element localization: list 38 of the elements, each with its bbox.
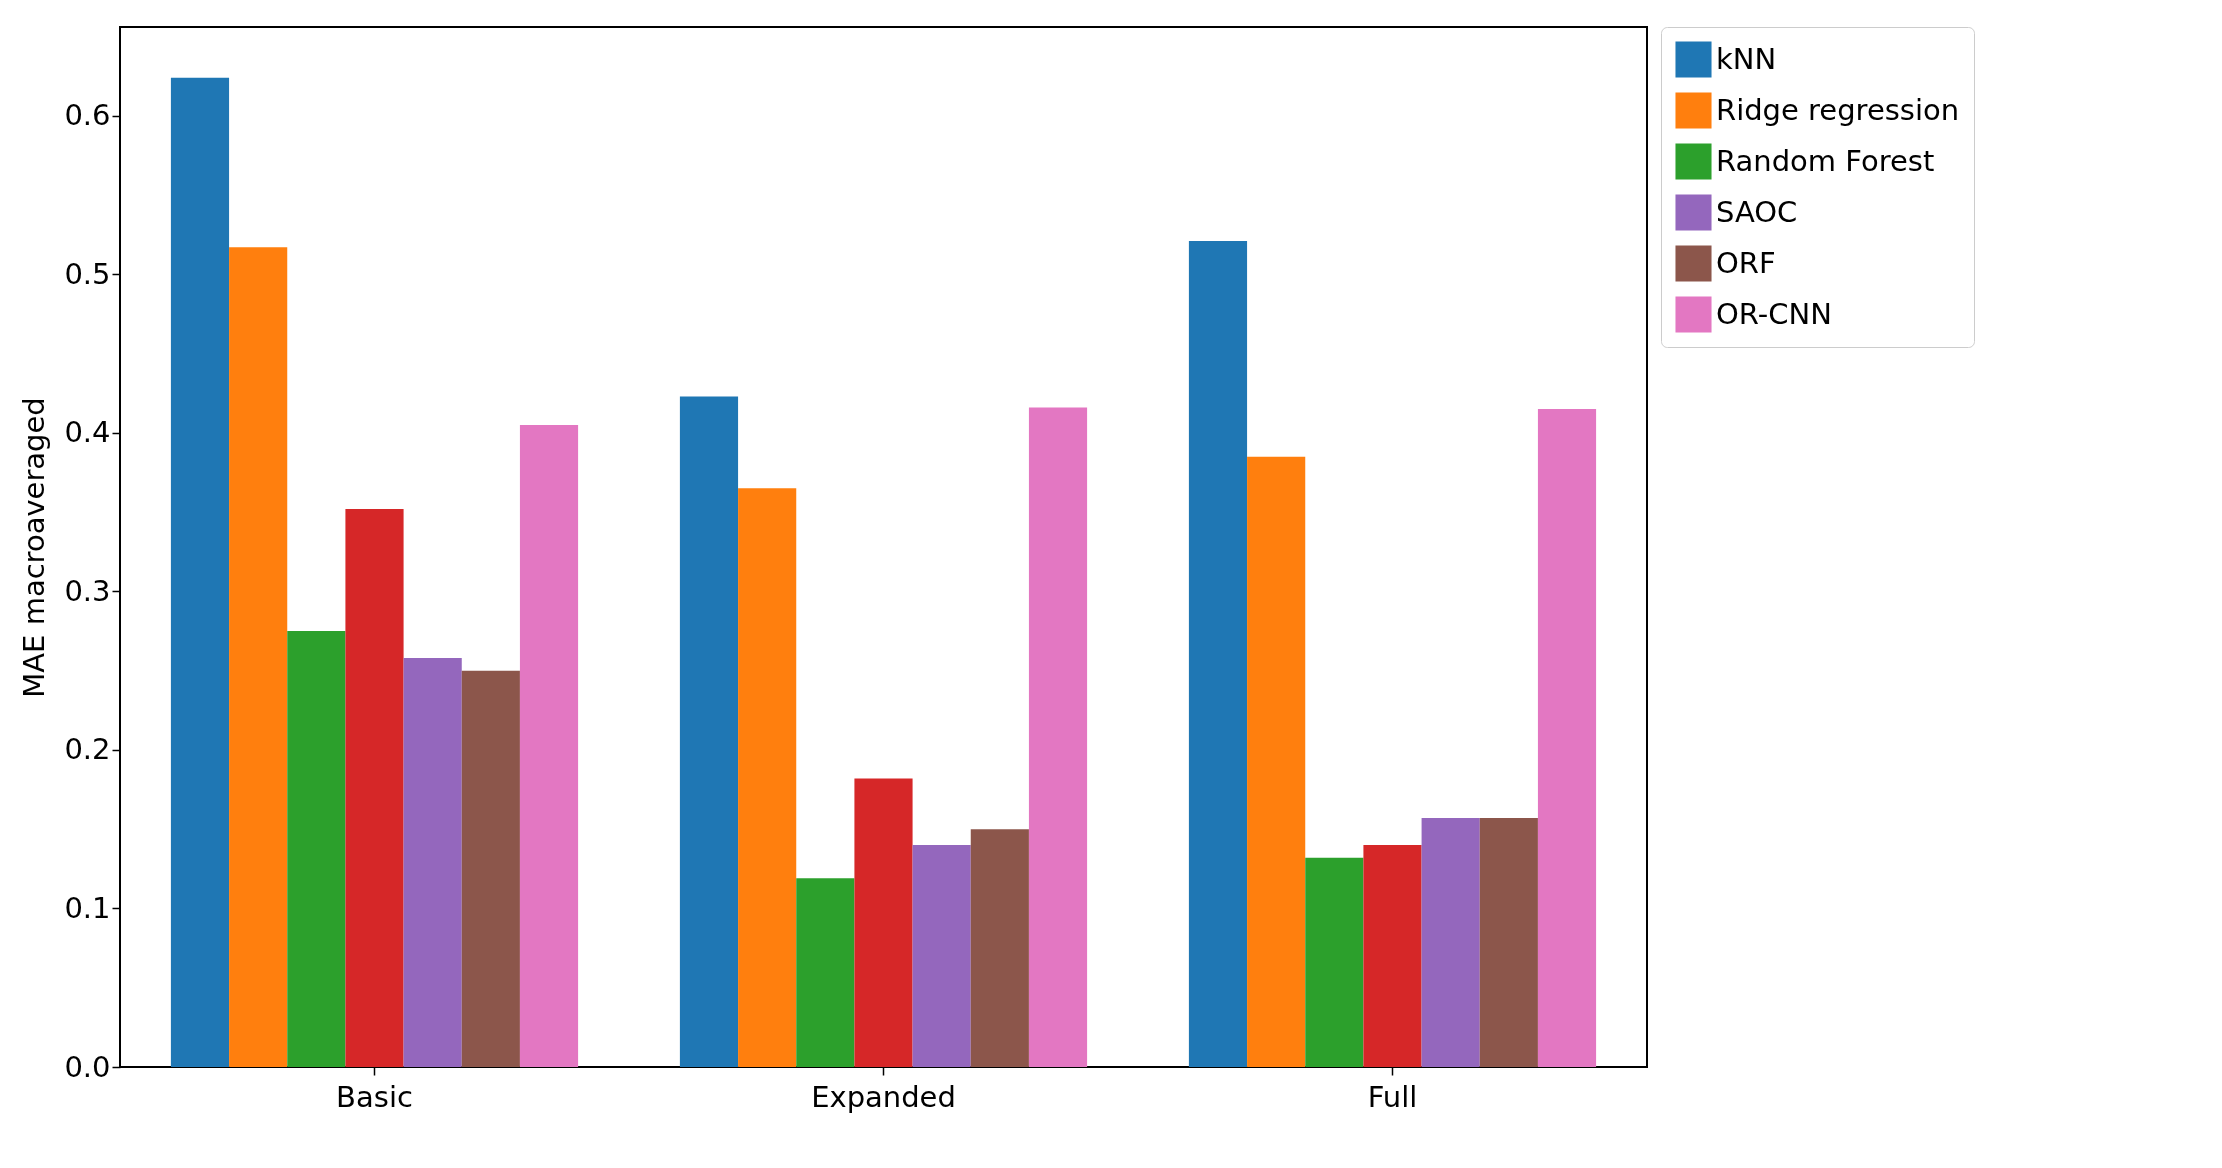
bar: [287, 631, 346, 1067]
bar: [1305, 857, 1364, 1067]
y-axis-title: MAE macroaveraged: [17, 397, 52, 698]
y-tick-label: 0.3: [64, 573, 111, 608]
bar: [1363, 845, 1422, 1067]
x-tick-label: Full: [1367, 1079, 1418, 1114]
bar: [345, 508, 404, 1067]
bar: [912, 845, 971, 1067]
y-tick-label: 0.5: [64, 256, 111, 291]
bar: [403, 657, 462, 1067]
bar: [1421, 818, 1480, 1067]
y-tick-label: 0.4: [64, 415, 111, 450]
x-tick-label: Expanded: [811, 1079, 956, 1114]
legend-label: Random Forest: [1716, 143, 1935, 178]
bar: [1028, 407, 1088, 1067]
y-tick-label: 0.1: [64, 890, 111, 925]
bar: [519, 424, 579, 1067]
bar: [1247, 456, 1306, 1067]
legend-label: OR-CNN: [1716, 296, 1832, 331]
bar: [854, 778, 913, 1067]
y-tick-label: 0.0: [64, 1049, 111, 1084]
bar: [1479, 818, 1538, 1067]
legend-label: ORF: [1716, 245, 1776, 280]
legend-label: kNN: [1716, 41, 1777, 76]
bar: [170, 77, 230, 1067]
legend-label: Ridge regression: [1716, 92, 1960, 127]
bar: [1188, 241, 1248, 1067]
bar: [1537, 409, 1597, 1067]
bar: [738, 488, 797, 1067]
legend-label: SAOC: [1716, 194, 1798, 229]
bar: [461, 670, 520, 1067]
x-tick-label: Basic: [336, 1079, 413, 1114]
y-tick-label: 0.2: [64, 732, 111, 767]
bar: [796, 878, 855, 1067]
y-tick-label: 0.6: [64, 98, 111, 133]
bar: [229, 247, 288, 1067]
bar: [679, 396, 739, 1067]
bar: [970, 829, 1029, 1067]
